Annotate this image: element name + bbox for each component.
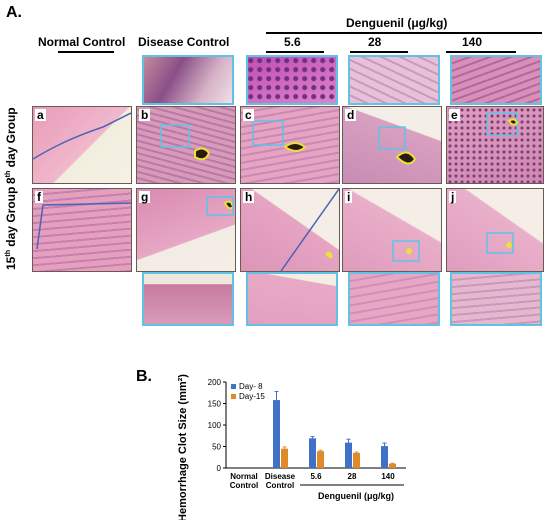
bar-0-3 (345, 442, 352, 468)
row-label-day8: 8th day Group (4, 107, 18, 184)
legend-swatch-0 (231, 384, 236, 389)
tile-letter-d: d (345, 108, 357, 122)
tile-letter-f: f (35, 190, 43, 204)
header-treatment-underline (266, 32, 542, 34)
header-treatment: Denguenil (μg/kg) (346, 16, 448, 30)
x-tick-label: Normal (230, 472, 258, 481)
bar-chart: Hemorrhage Clot Size (mm²) 0 50 100 150 200 N… (177, 374, 406, 520)
x-tick-label: Disease (265, 472, 296, 481)
histology-tile-a (32, 106, 132, 184)
zoom-inset-disease-day15 (142, 272, 234, 326)
tile-letter-h: h (243, 190, 255, 204)
legend-swatch-1 (231, 394, 236, 399)
panel-a-label: A. (6, 4, 22, 21)
x-tick-label: 5.6 (310, 472, 322, 481)
y-tick-label: 50 (212, 443, 221, 452)
panel-b-label: B. (136, 368, 152, 385)
zoom-inset-disease-day8 (142, 55, 234, 105)
x-tick-label: Control (266, 481, 294, 490)
header-disease-control: Disease Control (138, 35, 230, 49)
histology-tile-h (240, 188, 340, 272)
bar-1-4 (389, 463, 396, 468)
tile-letter-e: e (449, 108, 460, 122)
bar-1-1 (281, 448, 288, 468)
zoom-inset-28-day15 (348, 272, 440, 326)
bar-0-2 (309, 438, 316, 468)
histology-tile-j (446, 188, 544, 272)
histology-tile-e (446, 106, 544, 184)
tile-letter-g: g (139, 190, 151, 204)
bar-0-1 (273, 400, 280, 468)
tile-letter-j: j (449, 190, 457, 204)
row-label-day15: 15th day Group (4, 186, 18, 270)
tile-letter-b: b (139, 108, 151, 122)
histology-tile-b (136, 106, 236, 184)
legend-label-1: Day-15 (239, 392, 265, 401)
y-tick-label: 200 (208, 378, 222, 387)
histology-tile-c (240, 106, 340, 184)
dose-label-5-6: 5.6 (284, 35, 301, 49)
legend-label-0: Day- 8 (239, 382, 263, 391)
dose-underline-5-6 (266, 51, 324, 53)
histology-tile-g (136, 188, 236, 272)
zoom-inset-5-6-day15 (246, 272, 338, 326)
bar-0-4 (381, 446, 388, 468)
histology-tile-i (342, 188, 442, 272)
y-tick-label: 100 (208, 421, 222, 430)
bar-1-2 (317, 451, 324, 468)
x-tick-label: 140 (381, 472, 395, 481)
bar-1-3 (353, 452, 360, 468)
y-tick-label: 150 (208, 400, 222, 409)
x-tick-label: 28 (348, 472, 357, 481)
zoom-inset-28-day8 (348, 55, 440, 105)
zoom-inset-140-day15 (450, 272, 542, 326)
zoom-inset-5-6-day8 (246, 55, 338, 105)
tile-letter-c: c (243, 108, 254, 122)
header-normal-control: Normal Control (38, 35, 126, 49)
header-normal-underline (58, 51, 114, 53)
dose-underline-140 (446, 51, 516, 53)
tile-letter-a: a (35, 108, 46, 122)
histology-tile-d (342, 106, 442, 184)
x-tick-label: Control (230, 481, 258, 490)
dose-label-140: 140 (462, 35, 483, 49)
dose-underline-28 (350, 51, 408, 53)
y-axis-label: Hemorrhage Clot Size (mm²) (177, 374, 189, 520)
x-group-label: Denguenil (μg/kg) (318, 491, 394, 501)
dose-label-28: 28 (368, 35, 382, 49)
zoom-inset-140-day8 (450, 55, 542, 105)
tile-letter-i: i (345, 190, 353, 204)
histology-tile-f (32, 188, 132, 272)
y-tick-label: 0 (217, 464, 222, 473)
